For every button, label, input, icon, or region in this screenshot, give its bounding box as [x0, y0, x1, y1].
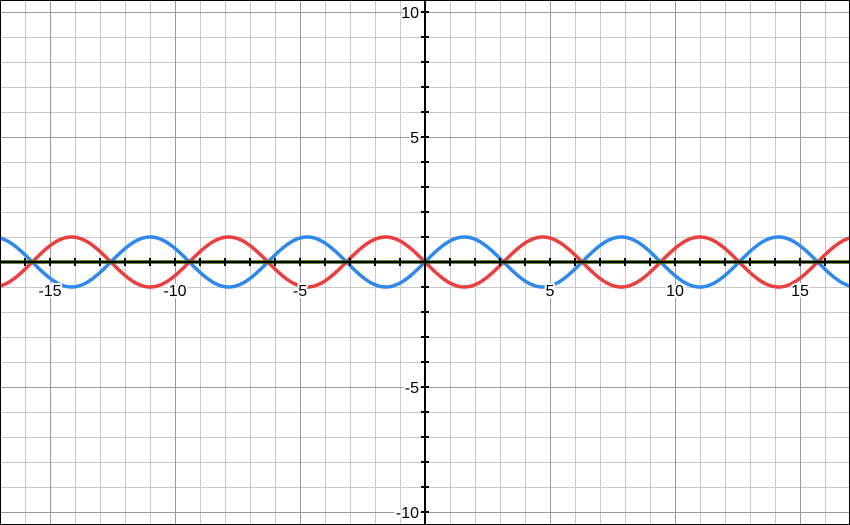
- x-tick-label: -10: [163, 283, 186, 300]
- x-tick-label: -5: [293, 283, 307, 300]
- x-tick-label: 15: [791, 283, 809, 300]
- y-tick-label: -5: [405, 380, 419, 397]
- y-tick-label: 5: [410, 130, 419, 147]
- tick-labels: -15 -10 -5 5 10 15 10 5 -5 -10: [36, 3, 811, 524]
- x-tick-label: -15: [38, 283, 61, 300]
- x-tick-label: 5: [546, 283, 555, 300]
- y-tick-label: -10: [396, 505, 419, 522]
- x-tick-label: 10: [666, 283, 684, 300]
- y-tick-label: 10: [401, 5, 419, 22]
